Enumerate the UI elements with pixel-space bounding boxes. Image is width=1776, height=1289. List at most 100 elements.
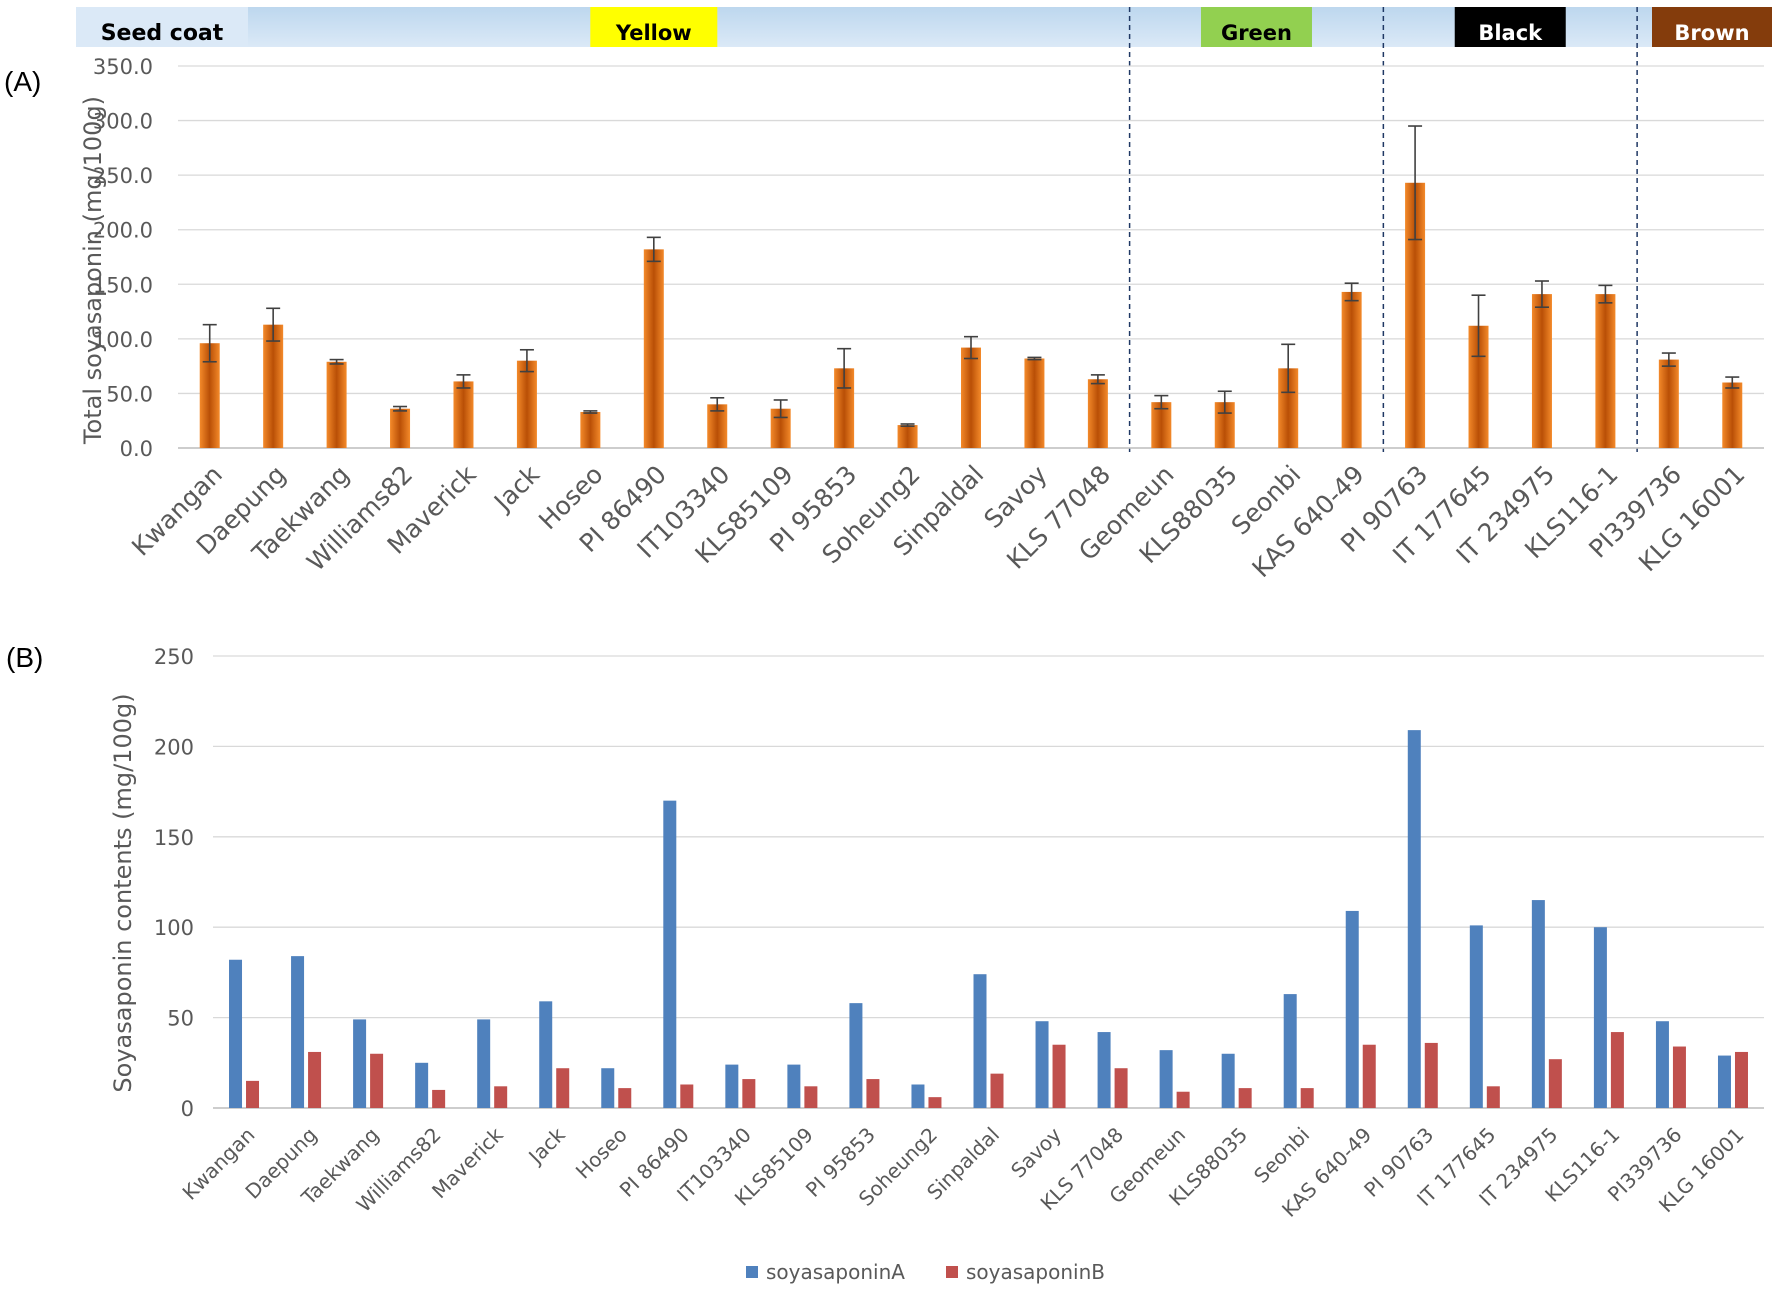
panel-b-bar-soyasaponina-seonbi <box>1283 994 1297 1108</box>
panel-b-bar-soyasaponinb-it-234975 <box>1548 1059 1562 1108</box>
panel-b-bar-soyasaponina-maverick <box>477 1019 491 1108</box>
panel-b-bar-soyasaponina-pi-95853 <box>849 1003 863 1108</box>
panel-a-bar-williams82 <box>390 408 411 448</box>
panel-b-bar-soyasaponina-it103340 <box>725 1064 739 1108</box>
panel-b-bar-soyasaponinb-pi-90763 <box>1424 1042 1438 1108</box>
seed-coat-label-box <box>76 7 248 47</box>
panel-b-bar-soyasaponinb-soheung2 <box>928 1097 942 1108</box>
panel-a-y-tick-label: 100.0 <box>93 328 153 352</box>
panel-b-bar-soyasaponina-kls85109 <box>787 1064 801 1108</box>
panel-b-bar-soyasaponinb-geomeun <box>1176 1091 1190 1108</box>
panel-b-bar-soyasaponinb-taekwang <box>370 1053 384 1108</box>
legend-label-soyasaponin-a: soyasaponinA <box>766 1260 905 1284</box>
panel-a-y-axis-title: Total soyasaponin (mg/100g) <box>79 96 107 445</box>
panel-b-bar-soyasaponina-taekwang <box>353 1019 367 1108</box>
panel-a-bar-pi339736 <box>1658 359 1679 448</box>
panel-b-bar-soyasaponina-pi339736 <box>1655 1021 1669 1108</box>
panel-a-bar-soheung2 <box>897 425 918 448</box>
panel-b-bar-soyasaponina-sinpaldal <box>973 974 987 1108</box>
panel-b-label: (B) <box>6 642 43 673</box>
panel-b-bar-soyasaponinb-jack <box>556 1068 570 1108</box>
panel-a-bar-klg-16001 <box>1722 382 1743 448</box>
panel-b-x-label-savoy: Savoy <box>1006 1122 1066 1182</box>
legend-label-soyasaponin-b: soyasaponinB <box>966 1260 1105 1284</box>
panel-b-bar-soyasaponina-kls88035 <box>1221 1053 1235 1108</box>
seed-coat-group-label-brown: Brown <box>1674 21 1749 45</box>
panel-a-y-tick-label: 0.0 <box>120 437 153 461</box>
panel-b-bar-soyasaponinb-it103340 <box>742 1079 756 1108</box>
seed-coat-group-box-brown <box>1652 7 1772 47</box>
panel-b-x-label-jack: Jack <box>523 1122 570 1169</box>
panel-b-bar-soyasaponina-pi-90763 <box>1407 730 1421 1108</box>
panel-b-y-tick-label: 250 <box>154 645 194 669</box>
seed-coat-label: Seed coat <box>101 21 224 46</box>
panel-b-y-tick-label: 200 <box>154 735 194 759</box>
panel-b-bar-soyasaponinb-hoseo <box>618 1088 632 1108</box>
seed-coat-group-label-yellow: Yellow <box>615 21 692 45</box>
seed-coat-group-box-yellow <box>590 7 718 47</box>
panel-a-y-tick-label: 150.0 <box>93 273 153 297</box>
legend-swatch-soyasaponin-a <box>746 1266 758 1278</box>
panel-b-bar-soyasaponina-hoseo <box>601 1068 615 1108</box>
panel-b-bar-soyasaponina-soheung2 <box>911 1084 925 1108</box>
seed-coat-group-box-black <box>1454 7 1566 47</box>
seed-coat-header: Seed coat Yellow Green Black Brown <box>76 7 1772 452</box>
panel-b-bar-soyasaponina-it-177645 <box>1469 925 1483 1108</box>
seed-coat-group-box-green <box>1200 7 1312 47</box>
panel-b-y-tick-label: 100 <box>154 916 194 940</box>
panel-b-bar-soyasaponina-daepung <box>291 956 305 1108</box>
panel-a-bar-kwangan <box>199 343 220 448</box>
panel-a-bar-it-234975 <box>1531 294 1552 448</box>
seed-coat-group-label-green: Green <box>1221 21 1292 45</box>
panel-a-bar-it103340 <box>707 404 728 448</box>
panel-a-bar-kls116-1 <box>1595 294 1616 448</box>
panel-b-bar-soyasaponinb-kwangan <box>246 1080 260 1108</box>
panel-b-y-axis-title: Soyasaponin contents (mg/100g) <box>109 693 137 1092</box>
panel-a-y-tick-label: 300.0 <box>93 110 153 134</box>
panel-b-bar-soyasaponina-williams82 <box>415 1062 429 1108</box>
legend-swatch-soyasaponin-b <box>946 1266 958 1278</box>
panel-a-y-tick-label: 350.0 <box>93 55 153 79</box>
panel-b-bar-soyasaponinb-daepung <box>308 1051 322 1108</box>
panel-a-label: (A) <box>4 66 41 97</box>
panel-a-x-label-jack: Jack <box>487 459 545 517</box>
panel-b-bar-soyasaponina-kls116-1 <box>1593 927 1607 1108</box>
panel-a-bar-maverick <box>453 381 474 448</box>
panel-b-bar-soyasaponinb-sinpaldal <box>990 1073 1004 1108</box>
panel-a-bar-hoseo <box>580 411 601 448</box>
panel-a-bar-seonbi <box>1278 368 1299 448</box>
panel-b-y-tick-label: 150 <box>154 826 194 850</box>
panel-b-bar-soyasaponinb-maverick <box>494 1086 508 1108</box>
panel-a-y-tick-label: 200.0 <box>93 219 153 243</box>
panel-a-y-tick-label: 50.0 <box>106 382 153 406</box>
panel-b-bar-soyasaponinb-kls116-1 <box>1610 1032 1624 1108</box>
panel-a-bar-geomeun <box>1151 402 1172 448</box>
panel-a-bar-sinpaldal <box>961 347 981 448</box>
panel-b-bar-soyasaponina-klg-16001 <box>1717 1055 1731 1108</box>
panel-b-bar-soyasaponinb-klg-16001 <box>1734 1051 1748 1108</box>
panel-b-y-tick-label: 50 <box>167 1007 194 1031</box>
panel-b-bar-soyasaponina-it-234975 <box>1531 900 1545 1108</box>
panel-a-bar-jack <box>516 360 537 448</box>
panel-b-bar-soyasaponinb-williams82 <box>432 1089 446 1108</box>
panel-b-y-tick-label: 0 <box>181 1097 194 1121</box>
panel-b-bar-soyasaponina-kas-640-49 <box>1345 910 1359 1108</box>
panel-b-bar-soyasaponinb-kas-640-49 <box>1362 1044 1376 1108</box>
panel-b-bar-soyasaponinb-kls85109 <box>804 1086 818 1108</box>
panel-b-bar-soyasaponina-pi-86490 <box>663 800 677 1108</box>
seed-coat-group-label-black: Black <box>1478 21 1543 45</box>
legend: soyasaponinA soyasaponinB <box>746 1260 1105 1284</box>
panel-b-bar-soyasaponinb-kls88035 <box>1238 1088 1252 1108</box>
panel-b-bar-soyasaponina-kwangan <box>229 959 243 1108</box>
panel-a-y-tick-label: 250.0 <box>93 164 153 188</box>
panel-b-bar-soyasaponinb-savoy <box>1052 1044 1066 1108</box>
panel-a: (A) Total soyasaponin (mg/100g) 0.0 50.0 1… <box>4 55 1764 583</box>
panel-b-bar-soyasaponina-geomeun <box>1159 1050 1173 1108</box>
panel-a-bar-daepung <box>263 324 284 448</box>
panel-a-bar-kas-640-49 <box>1341 291 1362 448</box>
panel-a-bar-taekwang <box>326 361 347 448</box>
panel-b-bar-soyasaponinb-pi-86490 <box>680 1084 694 1108</box>
panel-b-bar-soyasaponina-savoy <box>1035 1021 1049 1108</box>
panel-b-bar-soyasaponinb-pi-95853 <box>866 1079 880 1108</box>
